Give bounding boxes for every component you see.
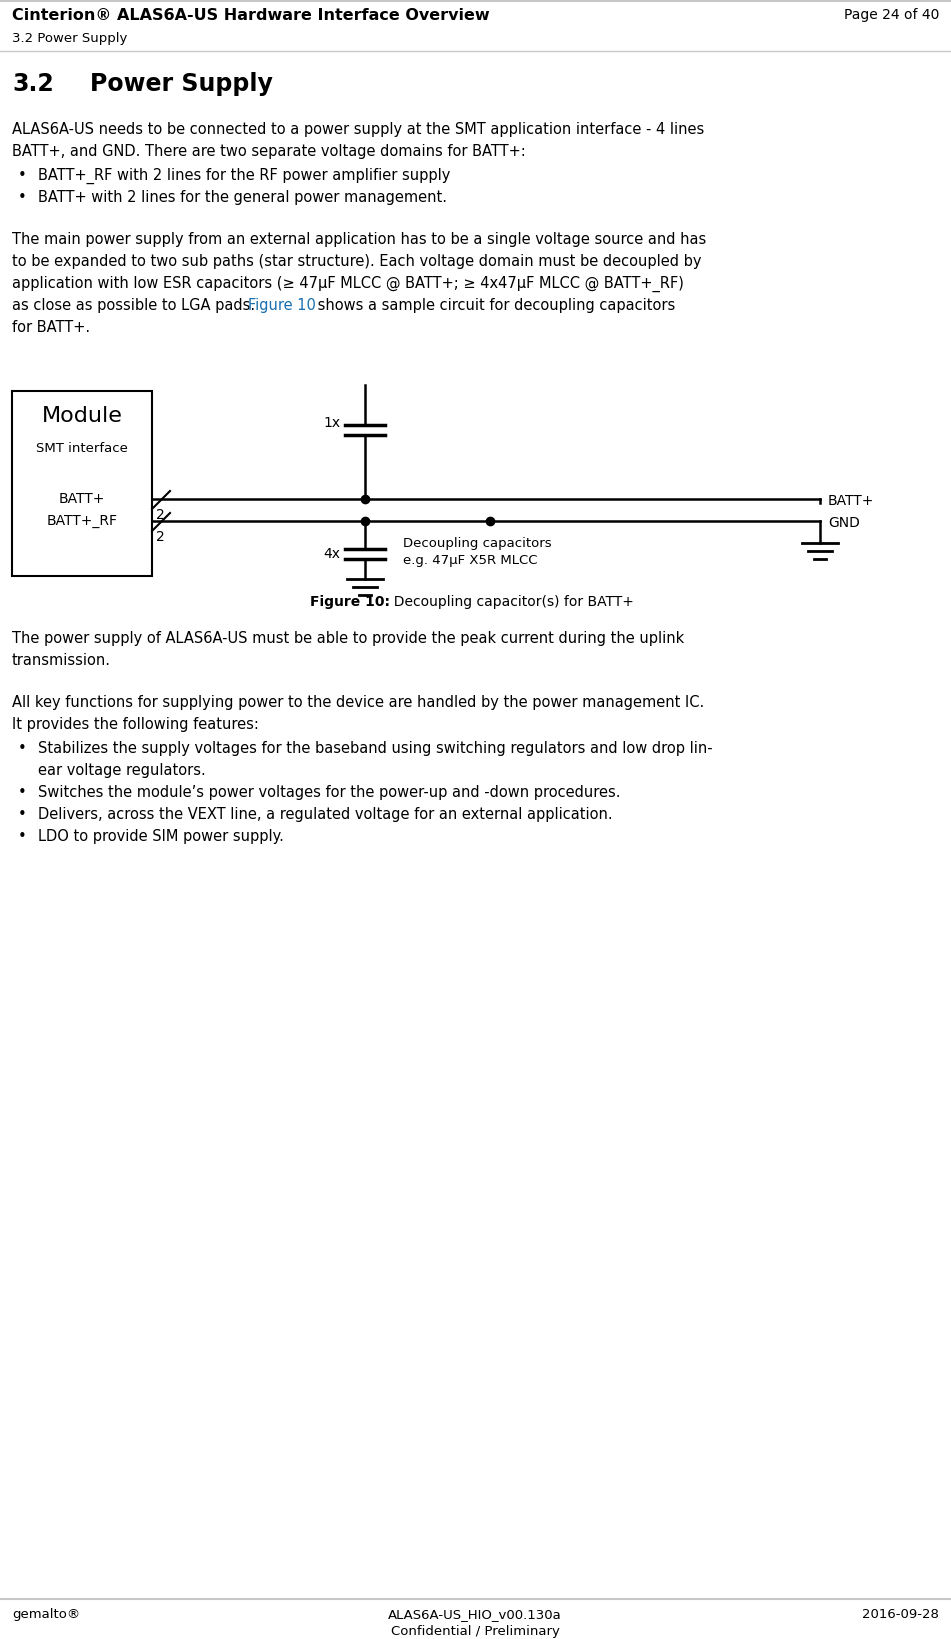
Text: BATT+ with 2 lines for the general power management.: BATT+ with 2 lines for the general power… [38, 190, 447, 205]
Text: SMT interface: SMT interface [36, 443, 128, 454]
Text: •: • [18, 190, 27, 205]
Text: Power Supply: Power Supply [90, 72, 273, 97]
Text: Confidential / Preliminary: Confidential / Preliminary [391, 1624, 559, 1637]
Text: LDO to provide SIM power supply.: LDO to provide SIM power supply. [38, 828, 284, 844]
Text: gemalto®: gemalto® [12, 1606, 80, 1619]
Text: for BATT+.: for BATT+. [12, 320, 90, 334]
Text: 2016-09-28: 2016-09-28 [863, 1606, 939, 1619]
Text: Page 24 of 40: Page 24 of 40 [844, 8, 939, 21]
Text: Module: Module [42, 406, 123, 426]
Text: •: • [18, 828, 27, 844]
Text: to be expanded to two sub paths (star structure). Each voltage domain must be de: to be expanded to two sub paths (star st… [12, 254, 702, 269]
Text: BATT+_RF with 2 lines for the RF power amplifier supply: BATT+_RF with 2 lines for the RF power a… [38, 167, 451, 184]
Text: Figure 10:: Figure 10: [310, 595, 390, 608]
Text: BATT+: BATT+ [828, 493, 874, 508]
Text: Switches the module’s power voltages for the power-up and -down procedures.: Switches the module’s power voltages for… [38, 785, 620, 800]
Text: transmission.: transmission. [12, 652, 111, 667]
Text: It provides the following features:: It provides the following features: [12, 716, 259, 731]
Text: 2: 2 [156, 529, 165, 544]
Text: BATT+: BATT+ [59, 492, 106, 506]
Text: as close as possible to LGA pads.: as close as possible to LGA pads. [12, 298, 260, 313]
Text: •: • [18, 785, 27, 800]
Text: Decoupling capacitors: Decoupling capacitors [403, 536, 552, 549]
Text: Decoupling capacitor(s) for BATT+: Decoupling capacitor(s) for BATT+ [385, 595, 634, 608]
Bar [12, 392, 152, 577]
Text: Cinterion® ALAS6A-US Hardware Interface Overview: Cinterion® ALAS6A-US Hardware Interface … [12, 8, 490, 23]
Text: 3.2: 3.2 [12, 72, 54, 97]
Text: 4x: 4x [323, 547, 340, 561]
Text: ALAS6A-US needs to be connected to a power supply at the SMT application interfa: ALAS6A-US needs to be connected to a pow… [12, 121, 705, 138]
Text: 3.2 Power Supply: 3.2 Power Supply [12, 33, 127, 44]
Text: BATT+, and GND. There are two separate voltage domains for BATT+:: BATT+, and GND. There are two separate v… [12, 144, 526, 159]
Text: Figure 10: Figure 10 [248, 298, 316, 313]
Text: •: • [18, 806, 27, 821]
Text: BATT+_RF: BATT+_RF [47, 513, 118, 528]
Text: application with low ESR capacitors (≥ 47μF MLCC @ BATT+; ≥ 4x47μF MLCC @ BATT+_: application with low ESR capacitors (≥ 4… [12, 275, 684, 292]
Text: ear voltage regulators.: ear voltage regulators. [38, 762, 205, 777]
Text: ALAS6A-US_HIO_v00.130a: ALAS6A-US_HIO_v00.130a [388, 1606, 562, 1619]
Text: 1x: 1x [323, 416, 340, 429]
Text: •: • [18, 741, 27, 756]
Text: •: • [18, 167, 27, 184]
Text: e.g. 47μF X5R MLCC: e.g. 47μF X5R MLCC [403, 554, 537, 567]
Text: All key functions for supplying power to the device are handled by the power man: All key functions for supplying power to… [12, 695, 705, 710]
Text: GND: GND [828, 516, 860, 529]
Text: shows a sample circuit for decoupling capacitors: shows a sample circuit for decoupling ca… [313, 298, 675, 313]
Text: The power supply of ALAS6A-US must be able to provide the peak current during th: The power supply of ALAS6A-US must be ab… [12, 631, 685, 646]
Text: 2: 2 [156, 508, 165, 521]
Text: The main power supply from an external application has to be a single voltage so: The main power supply from an external a… [12, 231, 707, 247]
Text: Stabilizes the supply voltages for the baseband using switching regulators and l: Stabilizes the supply voltages for the b… [38, 741, 712, 756]
Text: Delivers, across the VEXT line, a regulated voltage for an external application.: Delivers, across the VEXT line, a regula… [38, 806, 612, 821]
